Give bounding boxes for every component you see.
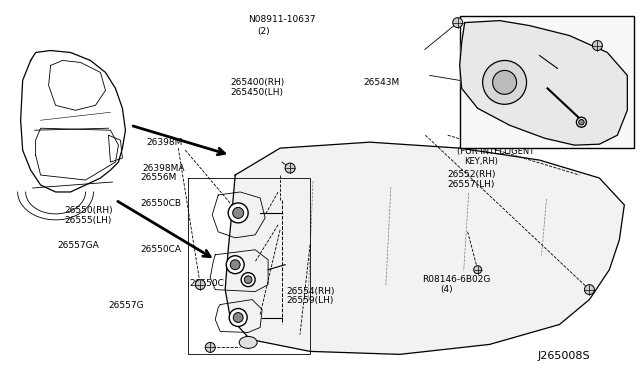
Text: 26543M: 26543M xyxy=(364,78,399,87)
Text: 26557GA: 26557GA xyxy=(57,241,99,250)
Circle shape xyxy=(493,70,516,94)
Text: 26555(LH): 26555(LH) xyxy=(65,216,112,225)
Circle shape xyxy=(195,280,205,290)
Circle shape xyxy=(474,266,482,274)
Circle shape xyxy=(244,276,252,283)
Circle shape xyxy=(579,119,584,125)
Text: 26552(RH): 26552(RH) xyxy=(448,170,496,179)
Circle shape xyxy=(226,256,244,274)
Text: (FOR INTELLIGENT: (FOR INTELLIGENT xyxy=(458,147,534,156)
Text: (2): (2) xyxy=(257,26,270,36)
Circle shape xyxy=(452,17,463,28)
Circle shape xyxy=(233,208,244,218)
Circle shape xyxy=(285,163,295,173)
Text: 26550CC: 26550CC xyxy=(467,104,508,113)
Text: 265400(RH): 265400(RH) xyxy=(230,78,285,87)
Ellipse shape xyxy=(239,336,257,349)
Text: N08911-10637: N08911-10637 xyxy=(248,15,316,24)
Text: 26557G: 26557G xyxy=(108,301,143,310)
Circle shape xyxy=(230,260,240,270)
Circle shape xyxy=(228,203,248,223)
Text: 26398MA: 26398MA xyxy=(143,164,185,173)
Polygon shape xyxy=(225,142,625,355)
Circle shape xyxy=(241,273,255,286)
Text: 26550CB: 26550CB xyxy=(140,199,181,208)
Text: 26550CA: 26550CA xyxy=(140,244,181,253)
Text: 26543NA: 26543NA xyxy=(548,41,590,51)
Text: 26557(LH): 26557(LH) xyxy=(448,180,495,189)
Polygon shape xyxy=(460,20,627,145)
Circle shape xyxy=(205,342,215,352)
Text: 26556M: 26556M xyxy=(140,173,176,182)
Circle shape xyxy=(233,312,243,323)
Circle shape xyxy=(593,41,602,51)
Text: 26398M: 26398M xyxy=(147,138,182,147)
Circle shape xyxy=(584,285,595,295)
Circle shape xyxy=(483,61,527,104)
Bar xyxy=(460,16,634,148)
Text: R08146-6B02G: R08146-6B02G xyxy=(422,275,490,284)
Text: 26554(RH): 26554(RH) xyxy=(287,287,335,296)
Text: 26550(RH): 26550(RH) xyxy=(65,206,113,215)
Text: 26550C: 26550C xyxy=(189,279,225,288)
Circle shape xyxy=(229,308,247,327)
Text: J265008S: J265008S xyxy=(537,351,589,361)
Circle shape xyxy=(577,117,586,127)
Text: 265450(LH): 265450(LH) xyxy=(230,88,284,97)
Text: KEY,RH): KEY,RH) xyxy=(464,157,497,166)
Text: SEC.251: SEC.251 xyxy=(464,137,501,146)
Text: (4): (4) xyxy=(440,285,452,294)
Text: 26559(LH): 26559(LH) xyxy=(287,296,334,305)
